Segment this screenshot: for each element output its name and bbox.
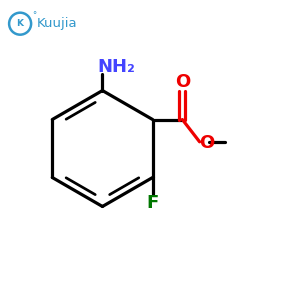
Text: NH₂: NH₂ <box>97 58 135 76</box>
Text: °: ° <box>32 11 36 20</box>
Text: O: O <box>175 74 190 92</box>
Text: K: K <box>16 19 24 28</box>
Text: O: O <box>200 134 215 152</box>
Text: F: F <box>146 194 159 212</box>
Text: Kuujia: Kuujia <box>37 17 78 30</box>
